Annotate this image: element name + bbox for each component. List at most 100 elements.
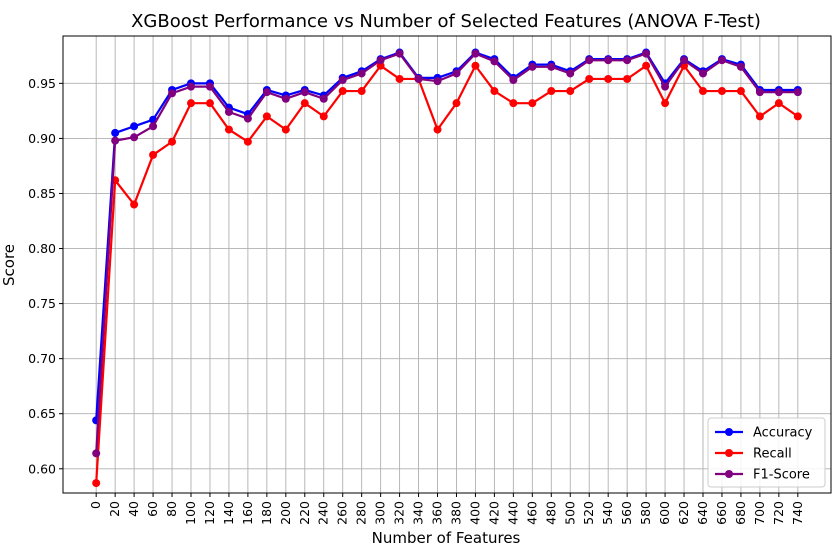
- x-tick-label: 400: [467, 501, 482, 525]
- data-point-recall: [661, 99, 670, 108]
- data-point-recall: [357, 87, 366, 96]
- data-point-recall: [281, 125, 290, 134]
- y-tick-label: 0.85: [28, 186, 56, 201]
- y-axis-label: Score: [0, 244, 18, 286]
- data-point-f1-score: [300, 88, 309, 97]
- plot-frame: [62, 35, 832, 494]
- data-point-f1-score: [755, 88, 764, 97]
- data-point-recall: [376, 61, 385, 70]
- data-point-recall: [168, 137, 177, 146]
- data-point-f1-score: [642, 49, 651, 58]
- data-point-recall: [433, 125, 442, 134]
- x-tick-label: 380: [448, 501, 463, 525]
- data-point-recall: [717, 87, 726, 96]
- x-tick-label: 740: [790, 501, 805, 525]
- data-point-recall: [338, 87, 347, 96]
- legend-label-accuracy: Accuracy: [753, 426, 813, 441]
- data-point-f1-score: [262, 88, 271, 97]
- data-point-accuracy: [130, 122, 139, 131]
- x-tick-label: 360: [430, 501, 445, 525]
- data-point-f1-score: [395, 49, 404, 58]
- data-point-f1-score: [357, 69, 366, 78]
- data-point-recall: [585, 74, 594, 83]
- data-point-f1-score: [699, 69, 707, 78]
- data-point-f1-score: [793, 88, 802, 97]
- data-point-f1-score: [566, 69, 575, 78]
- data-point-recall: [224, 125, 233, 134]
- chart-title: XGBoost Performance vs Number of Selecte…: [131, 11, 761, 32]
- data-point-f1-score: [680, 56, 689, 65]
- data-point-recall: [566, 87, 575, 96]
- x-tick-label: 260: [335, 501, 350, 525]
- x-tick-label: 660: [714, 501, 729, 525]
- x-tick-label: 240: [316, 501, 331, 525]
- legend-label-f1-score: F1-Score: [753, 468, 810, 483]
- x-tick-label: 120: [202, 501, 217, 525]
- x-tick-label: 200: [278, 501, 293, 525]
- series-line-f1-score: [95, 52, 798, 454]
- x-tick-label: 180: [259, 501, 274, 525]
- data-point-recall: [755, 112, 764, 121]
- y-tick-label: 0.60: [28, 461, 56, 476]
- y-tick-label: 0.70: [28, 351, 56, 366]
- data-point-recall: [642, 61, 651, 70]
- data-point-accuracy: [111, 128, 120, 137]
- y-tick-label: 0.90: [28, 131, 56, 146]
- x-tick-label: 340: [411, 501, 426, 525]
- x-tick-label: 640: [695, 501, 710, 525]
- x-tick-label: 480: [543, 501, 558, 525]
- data-point-f1-score: [168, 89, 177, 98]
- data-point-f1-score: [547, 62, 556, 71]
- data-point-recall: [699, 87, 707, 96]
- data-point-f1-score: [92, 449, 101, 458]
- x-tick-label: 540: [600, 501, 615, 525]
- data-point-f1-score: [205, 82, 214, 91]
- series-line-recall: [95, 64, 799, 484]
- x-tick-label: 580: [638, 501, 653, 525]
- x-tick-label: 60: [145, 501, 160, 517]
- data-point-f1-score: [376, 56, 385, 65]
- data-point-f1-score: [623, 56, 632, 65]
- data-point-f1-score: [528, 62, 537, 71]
- x-tick-label: 560: [619, 501, 634, 525]
- legend-frame: [707, 417, 826, 488]
- data-point-recall: [319, 112, 328, 121]
- data-point-recall: [509, 99, 518, 108]
- x-tick-label: 300: [373, 501, 388, 525]
- data-point-f1-score: [187, 82, 195, 91]
- data-point-f1-score: [509, 76, 518, 85]
- grid-layer: [63, 36, 831, 493]
- x-tick-label: 680: [733, 501, 748, 525]
- data-point-f1-score: [414, 74, 423, 83]
- data-point-recall: [149, 150, 158, 159]
- legend-marker-f1-score: [725, 470, 733, 478]
- x-axis-label: Number of Features: [372, 529, 521, 547]
- series-line-accuracy: [95, 51, 798, 421]
- x-tick-label: 280: [354, 501, 369, 525]
- data-point-recall: [774, 99, 783, 108]
- x-tick-label: 520: [581, 501, 596, 525]
- x-tick-label: 220: [297, 501, 312, 525]
- y-tick-label: 0.65: [28, 406, 56, 421]
- data-point-f1-score: [452, 69, 461, 78]
- data-point-f1-score: [111, 136, 120, 145]
- x-tick-label: 440: [505, 501, 520, 525]
- data-point-f1-score: [433, 77, 442, 86]
- data-point-f1-score: [661, 82, 670, 91]
- x-tick-label: 20: [107, 501, 122, 517]
- legend-marker-accuracy: [725, 428, 733, 436]
- data-point-f1-score: [319, 94, 328, 103]
- x-tick-label: 160: [240, 501, 255, 525]
- x-tick-label: 500: [562, 501, 577, 525]
- x-tick-label: 0: [88, 501, 103, 509]
- data-point-recall: [490, 87, 499, 96]
- x-tick-label: 720: [771, 501, 786, 525]
- y-tick-label: 0.95: [28, 76, 56, 91]
- data-point-recall: [604, 74, 613, 83]
- data-point-f1-score: [281, 94, 290, 103]
- series-layer: [92, 48, 802, 488]
- data-point-f1-score: [585, 56, 594, 65]
- data-point-f1-score: [717, 56, 726, 65]
- x-tick-label: 320: [392, 501, 407, 525]
- x-tick-label: 620: [676, 501, 691, 525]
